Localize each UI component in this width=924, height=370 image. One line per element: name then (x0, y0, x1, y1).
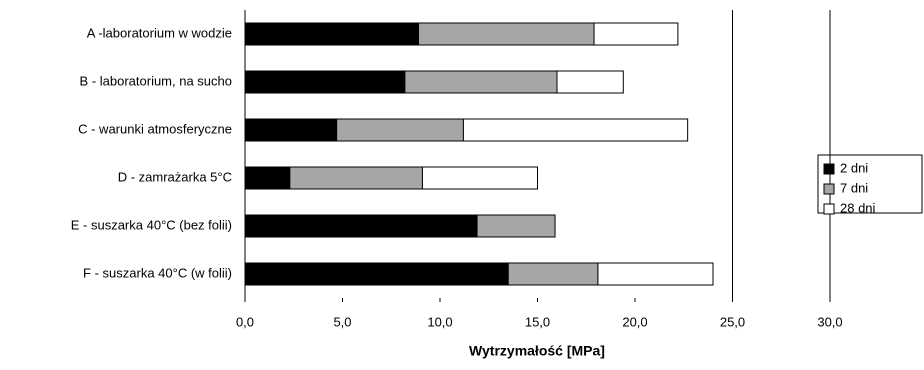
x-tick-label: 20,0 (622, 314, 647, 329)
legend-box (817, 154, 923, 214)
legend-swatch (823, 203, 835, 215)
bar-segment (462, 118, 689, 142)
y-tick-label: B - laboratorium, na sucho (80, 73, 232, 88)
bar-segment (244, 70, 406, 94)
bar-segment (289, 166, 423, 190)
x-axis-title: Wytrzymałość [MPa] (469, 343, 605, 359)
y-tick-label: F - suszarka 40°C (w folii) (83, 265, 232, 280)
bar-segment (244, 166, 291, 190)
bar-segment (244, 118, 338, 142)
legend-label: 2 dni (840, 160, 868, 175)
bar-segment (507, 262, 599, 286)
x-tick-label: 10,0 (427, 314, 452, 329)
bar-segment (476, 214, 556, 238)
x-tick-label: 25,0 (720, 314, 745, 329)
legend-swatch (823, 183, 835, 195)
bar-segment (421, 166, 539, 190)
bar-segment (244, 214, 478, 238)
bar-segment (593, 22, 679, 46)
bar-segment (336, 118, 464, 142)
legend-swatch (823, 163, 835, 175)
y-tick-label: D - zamrażarka 5°C (118, 169, 232, 184)
bar-segment (244, 22, 420, 46)
y-tick-label: E - suszarka 40°C (bez folii) (71, 217, 232, 232)
bar-segment (404, 70, 558, 94)
x-tick-label: 5,0 (333, 314, 351, 329)
bar-segment (244, 262, 509, 286)
bar-segment (597, 262, 714, 286)
bar-segment (418, 22, 595, 46)
bar-segment (556, 70, 624, 94)
y-tick-label: A -laboratorium w wodzie (87, 25, 232, 40)
x-tick-label: 30,0 (817, 314, 842, 329)
x-tick-label: 15,0 (525, 314, 550, 329)
legend-label: 7 dni (840, 180, 868, 195)
x-tick-label: 0,0 (236, 314, 254, 329)
legend-label: 28 dni (840, 200, 876, 215)
y-tick-label: C - warunki atmosferyczne (78, 121, 232, 136)
